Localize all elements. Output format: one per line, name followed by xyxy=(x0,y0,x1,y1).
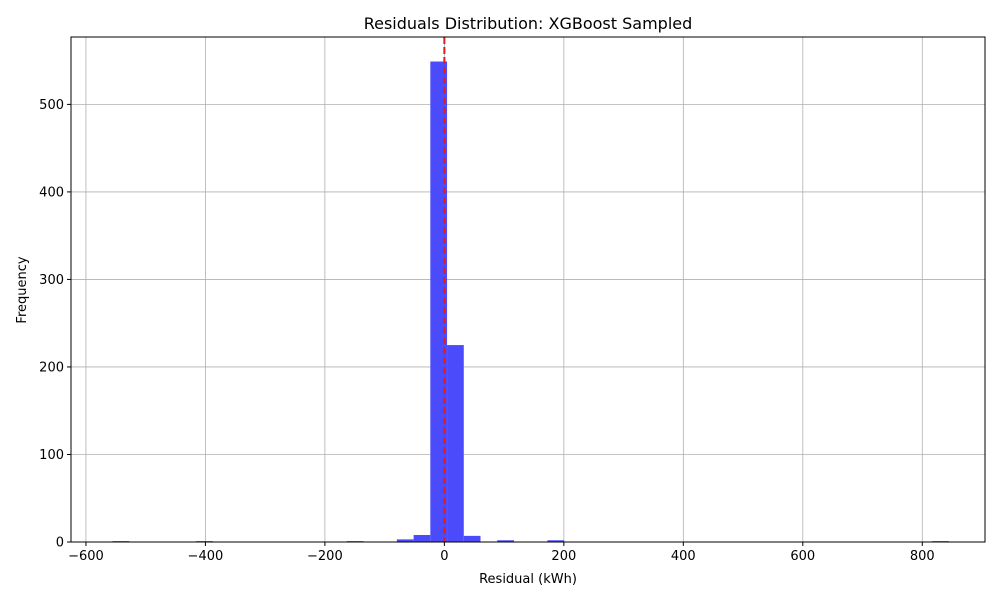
histogram-bar xyxy=(413,534,431,542)
axes xyxy=(70,36,986,543)
x-tick-label: 800 xyxy=(910,549,935,564)
chart-title: Residuals Distribution: XGBoost Sampled xyxy=(364,14,693,33)
x-tick-label: 400 xyxy=(671,549,696,564)
x-ticks: −600 −400 −200 0 200 400 600 800 xyxy=(68,542,935,564)
y-tick-label: 300 xyxy=(39,273,64,288)
x-tick-label: −600 xyxy=(68,549,104,564)
histogram-bar xyxy=(396,539,414,542)
y-tick-label: 500 xyxy=(39,98,64,113)
y-tick-label: 0 xyxy=(56,536,64,551)
y-tick-label: 200 xyxy=(39,360,64,375)
plot-frame xyxy=(70,36,986,543)
bars xyxy=(112,61,949,542)
y-axis-label: Frequency xyxy=(15,256,30,323)
grid xyxy=(71,37,985,543)
x-tick-label: 600 xyxy=(790,549,815,564)
x-tick-label: 0 xyxy=(440,549,448,564)
histogram-bar xyxy=(547,540,565,542)
x-tick-label: 200 xyxy=(551,549,576,564)
histogram-bar xyxy=(463,535,481,542)
y-tick-label: 100 xyxy=(39,448,64,463)
histogram-bar xyxy=(447,345,464,542)
x-tick-label: −200 xyxy=(307,549,343,564)
histogram-bar xyxy=(497,540,514,542)
y-tick-label: 400 xyxy=(39,185,64,200)
x-axis-label: Residual (kWh) xyxy=(479,572,577,587)
x-tick-label: −400 xyxy=(188,549,224,564)
histogram-bar xyxy=(430,61,448,542)
y-ticks: 0 100 200 300 400 500 xyxy=(39,98,71,551)
